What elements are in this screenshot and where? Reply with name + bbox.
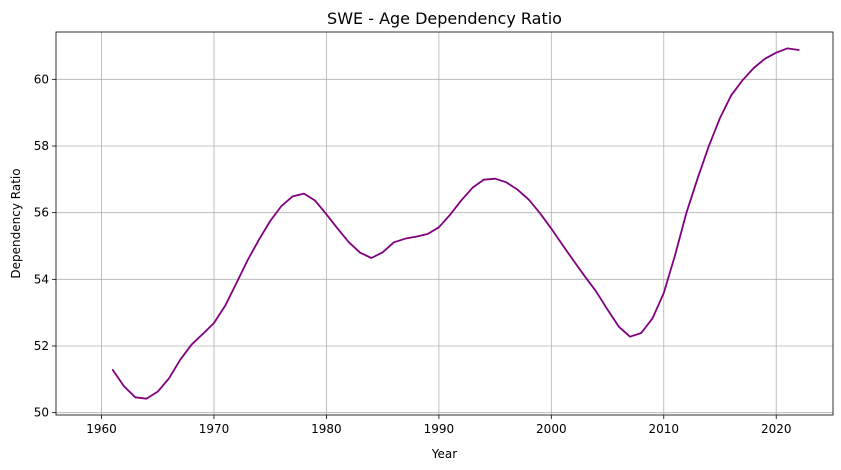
plot-frame (55, 31, 834, 416)
y-tick-label: 54 (34, 272, 49, 286)
series-layer (111, 47, 800, 400)
ticks-layer: 1960 1970 1980 1990 2000 2010 2020 50 52 54 56 58 60 (34, 72, 792, 436)
y-axis-label: Dependency Ratio (9, 168, 23, 278)
x-tick-label: 1990 (424, 422, 455, 436)
y-tick-label: 60 (34, 72, 49, 86)
x-axis-label: Year (431, 447, 457, 461)
x-tick-label: 1970 (199, 422, 230, 436)
y-tick-label: 56 (34, 206, 49, 220)
series-line (111, 47, 800, 400)
x-tick-label: 1960 (86, 422, 117, 436)
chart-title: SWE - Age Dependency Ratio (327, 9, 562, 28)
x-tick-label: 2000 (536, 422, 567, 436)
y-tick-label: 52 (34, 339, 49, 353)
x-tick-label: 2020 (761, 422, 792, 436)
x-tick-label: 1980 (311, 422, 342, 436)
x-tick-label: 2010 (648, 422, 679, 436)
y-tick-label: 50 (34, 406, 49, 420)
y-tick-label: 58 (34, 139, 49, 153)
grid-layer (56, 32, 833, 415)
